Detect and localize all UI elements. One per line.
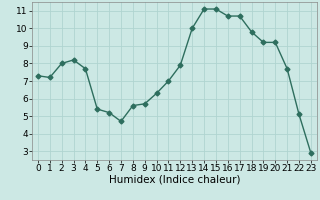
X-axis label: Humidex (Indice chaleur): Humidex (Indice chaleur)	[109, 175, 240, 185]
